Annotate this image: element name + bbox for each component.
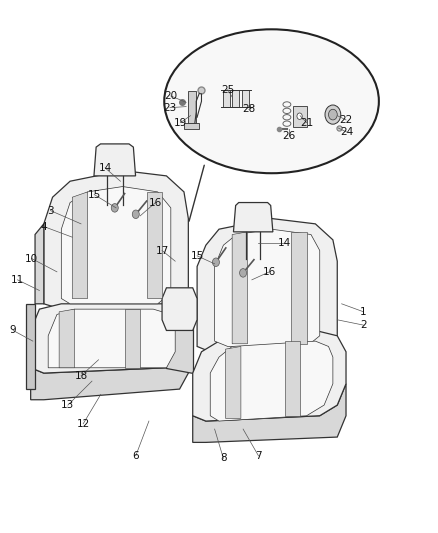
Text: 6: 6 xyxy=(132,451,139,461)
Polygon shape xyxy=(31,346,188,400)
Circle shape xyxy=(297,113,302,119)
Text: 14: 14 xyxy=(99,163,112,173)
Polygon shape xyxy=(31,304,188,373)
Circle shape xyxy=(111,204,118,212)
Polygon shape xyxy=(166,304,193,373)
Polygon shape xyxy=(125,309,140,368)
Text: 11: 11 xyxy=(11,275,24,285)
Polygon shape xyxy=(162,288,197,330)
Polygon shape xyxy=(48,309,175,368)
Text: 15: 15 xyxy=(88,190,101,199)
Bar xyxy=(223,90,230,107)
Text: 9: 9 xyxy=(10,326,17,335)
Text: 7: 7 xyxy=(255,451,262,461)
Circle shape xyxy=(240,269,247,277)
Text: 25: 25 xyxy=(221,85,234,94)
Text: 23: 23 xyxy=(163,103,177,112)
Text: 24: 24 xyxy=(340,127,353,137)
Text: 16: 16 xyxy=(149,198,162,207)
Polygon shape xyxy=(72,192,88,298)
Text: 18: 18 xyxy=(74,371,88,381)
Polygon shape xyxy=(197,219,337,352)
Text: 16: 16 xyxy=(263,267,276,277)
Polygon shape xyxy=(232,232,247,344)
Text: 19: 19 xyxy=(174,118,187,127)
Text: 12: 12 xyxy=(77,419,90,429)
Circle shape xyxy=(212,258,219,266)
Text: 2: 2 xyxy=(360,320,367,330)
Polygon shape xyxy=(210,341,333,421)
Text: 13: 13 xyxy=(61,400,74,410)
Bar xyxy=(293,106,307,127)
Text: 3: 3 xyxy=(47,206,54,215)
Text: 10: 10 xyxy=(25,254,38,263)
Text: 1: 1 xyxy=(360,307,367,317)
Polygon shape xyxy=(59,309,74,368)
Text: 20: 20 xyxy=(164,91,177,101)
Text: 8: 8 xyxy=(220,454,227,463)
Polygon shape xyxy=(233,203,273,232)
Polygon shape xyxy=(184,123,199,129)
Text: 28: 28 xyxy=(242,104,255,114)
Text: 14: 14 xyxy=(278,238,291,247)
Bar xyxy=(242,90,249,107)
Polygon shape xyxy=(215,229,320,346)
Text: 15: 15 xyxy=(191,251,204,261)
Circle shape xyxy=(132,210,139,219)
Polygon shape xyxy=(35,224,44,304)
Text: 21: 21 xyxy=(300,118,313,127)
Text: 17: 17 xyxy=(155,246,169,255)
Polygon shape xyxy=(285,341,300,416)
Ellipse shape xyxy=(328,109,337,120)
Polygon shape xyxy=(193,384,346,442)
Ellipse shape xyxy=(164,29,379,173)
Text: 26: 26 xyxy=(283,131,296,141)
Text: 22: 22 xyxy=(339,115,353,125)
Polygon shape xyxy=(44,171,188,309)
Bar xyxy=(232,90,239,107)
Polygon shape xyxy=(94,144,136,176)
Text: 4: 4 xyxy=(40,222,47,231)
Polygon shape xyxy=(226,346,241,418)
Polygon shape xyxy=(188,91,196,123)
Ellipse shape xyxy=(325,105,341,124)
Polygon shape xyxy=(291,232,307,344)
Polygon shape xyxy=(26,304,35,389)
Polygon shape xyxy=(61,187,171,304)
Polygon shape xyxy=(147,192,162,298)
Polygon shape xyxy=(193,330,346,421)
